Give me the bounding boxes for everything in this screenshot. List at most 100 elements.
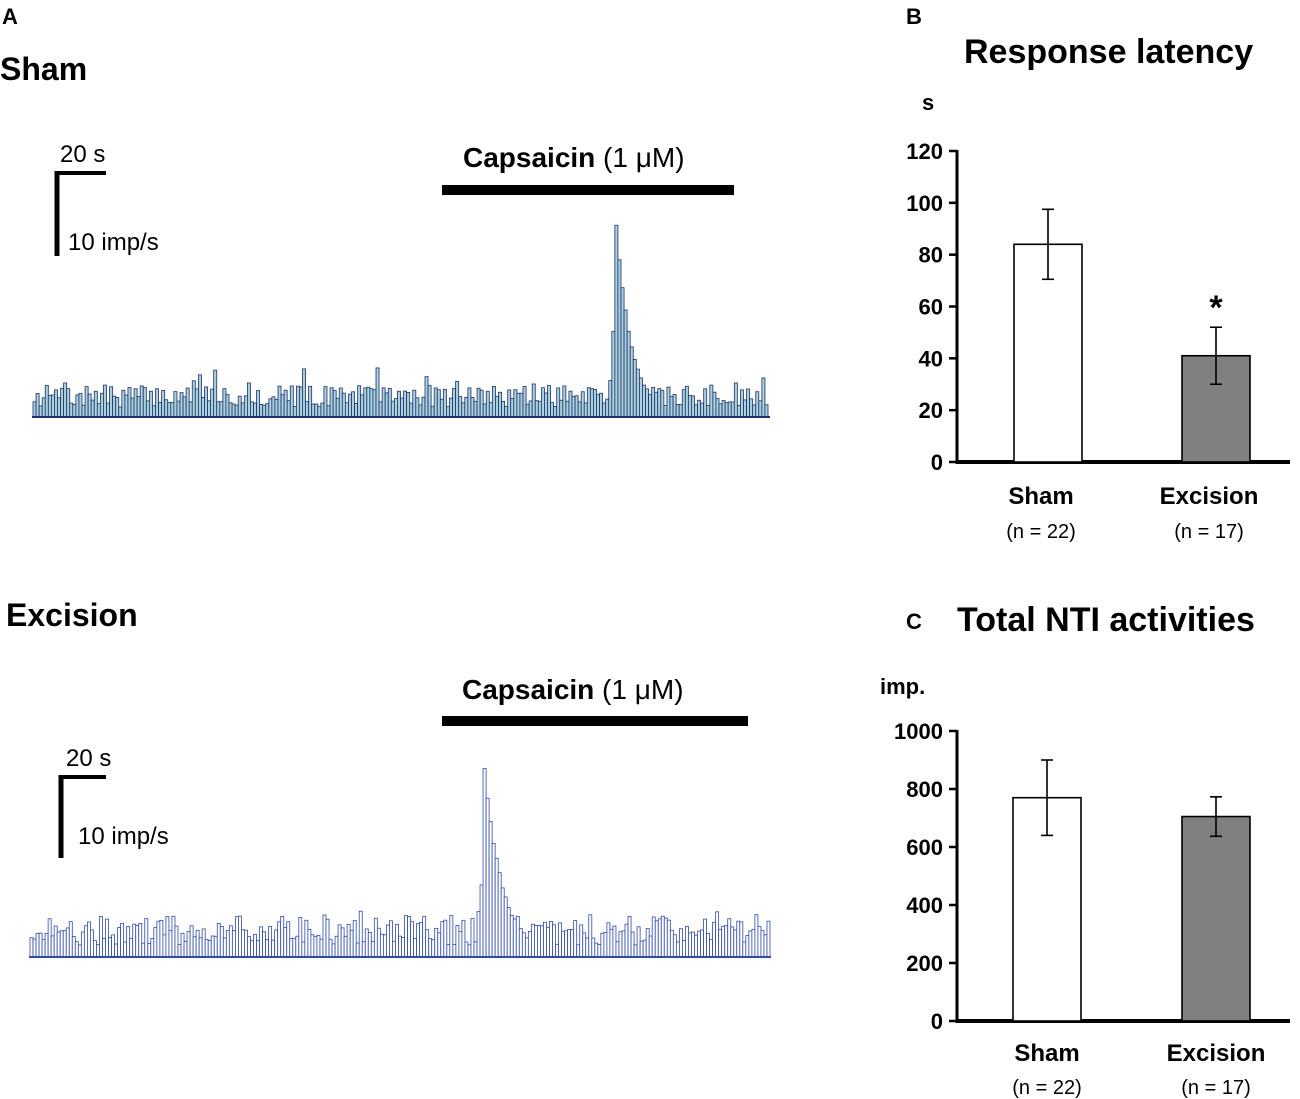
sham-trace-bin xyxy=(366,386,371,418)
excision-trace-bin xyxy=(298,917,303,958)
excision-trace-bin xyxy=(186,931,191,958)
excision-trace-bin xyxy=(682,940,686,958)
sham-trace-bin xyxy=(491,386,496,418)
excision-trace-bin xyxy=(600,932,605,958)
sham-trace-bin xyxy=(617,259,622,418)
excision-trace-bin xyxy=(108,937,112,958)
excision-trace-bin xyxy=(361,941,366,958)
sham-trace-bin xyxy=(44,384,49,418)
sham-trace-bin xyxy=(317,405,322,418)
excision-trace-bin xyxy=(159,919,164,958)
sham-trace-bin xyxy=(69,402,74,418)
excision-trace-bin xyxy=(171,915,176,958)
excision-trace-bin xyxy=(280,915,285,958)
excision-scale-bar: 20 s 10 imp/s xyxy=(58,745,169,858)
excision-trace-bin xyxy=(651,916,656,958)
excision-stimulus-bar xyxy=(442,716,748,726)
chart-c-title: Total NTI activities xyxy=(957,601,1255,639)
excision-trace-bin xyxy=(174,925,179,958)
excision-trace-bin xyxy=(373,917,378,958)
excision-trace-bin xyxy=(537,925,541,958)
sham-trace-bin xyxy=(599,392,604,418)
sham-trace-bin xyxy=(121,389,126,418)
sham-trace-bin xyxy=(605,398,610,418)
excision-trace-bin xyxy=(241,929,245,958)
sham-trace-bin xyxy=(295,385,300,418)
sham-trace-bin xyxy=(148,390,153,418)
excision-trace-bin xyxy=(165,916,170,958)
excision-trace-bin xyxy=(364,928,369,958)
excision-scale-rate-label: 10 imp/s xyxy=(78,823,169,850)
sham-trace-bin xyxy=(436,389,441,418)
sham-trace-bin xyxy=(528,400,533,418)
sham-trace-bin xyxy=(372,389,377,418)
sham-trace-bin xyxy=(593,388,597,418)
sham-trace-bin xyxy=(666,386,671,418)
sham-trace-bin xyxy=(736,404,741,418)
excision-trace-bin xyxy=(328,938,333,958)
excision-trace-bin xyxy=(316,934,321,958)
excision-trace-bin xyxy=(648,935,653,958)
chart-b-bar-sham xyxy=(1013,243,1083,463)
excision-trace-bin xyxy=(379,933,384,958)
excision-trace-bin xyxy=(645,928,650,958)
excision-trace-bin xyxy=(763,934,768,958)
excision-trace-bin xyxy=(618,931,623,958)
excision-trace-bin xyxy=(395,924,399,958)
excision-trace-bin xyxy=(730,926,735,958)
chart-b-significance-marker: * xyxy=(1209,289,1223,327)
excision-trace-bin xyxy=(286,921,291,958)
sham-trace-title: Sham xyxy=(0,51,87,87)
sham-trace-bin xyxy=(684,385,689,418)
sham-trace-bin xyxy=(323,386,328,418)
excision-trace-bin xyxy=(295,935,300,958)
excision-trace-bin xyxy=(32,938,37,958)
sham-trace-bin xyxy=(222,388,227,418)
excision-trace-bin xyxy=(189,925,194,958)
sham-trace-bin xyxy=(727,401,732,418)
chart-c-n-label: (n = 22) xyxy=(1012,1077,1081,1099)
sham-trace-bin xyxy=(467,387,472,418)
excision-trace-bin xyxy=(331,943,336,958)
excision-trace-bin xyxy=(712,921,717,958)
excision-trace-bin xyxy=(555,943,559,958)
excision-trace-bin xyxy=(132,923,137,958)
sham-trace-bin xyxy=(326,405,331,418)
excision-trace-bin xyxy=(639,940,644,958)
excision-trace-bin xyxy=(135,925,140,958)
sham-trace-bin xyxy=(393,398,398,418)
excision-trace-bin xyxy=(512,918,517,958)
sham-trace-bin xyxy=(115,397,120,418)
excision-trace-bin xyxy=(518,928,523,958)
sham-trace-bin xyxy=(651,387,656,418)
sham-trace-bin xyxy=(635,368,640,418)
excision-trace-bin xyxy=(727,918,732,958)
excision-trace-bin xyxy=(222,937,227,958)
excision-trace-bin xyxy=(310,934,315,958)
excision-trace-bin xyxy=(144,918,149,958)
sham-trace-bin xyxy=(66,388,71,418)
sham-trace-bin xyxy=(712,391,717,418)
sham-trace-bin xyxy=(681,389,686,418)
excision-trace-bin xyxy=(228,925,233,958)
sham-trace-bin xyxy=(424,376,429,418)
chart-b-category-label: Sham xyxy=(1008,483,1073,510)
excision-trace-bin xyxy=(482,768,487,958)
excision-trace-bin xyxy=(259,926,263,958)
sham-trace-bin xyxy=(173,391,178,418)
excision-trace-bin xyxy=(654,920,659,958)
response-latency-chart: B Response latency s 0 20 40 60 80 100 120 Sham… xyxy=(906,4,1290,543)
sham-trace-bin xyxy=(250,401,254,418)
sham-trace-bin xyxy=(446,406,450,418)
excision-trace-bin xyxy=(736,920,741,958)
sham-trace-bin xyxy=(678,404,683,418)
excision-trace-bin xyxy=(428,938,433,958)
excision-trace-bin xyxy=(751,929,756,958)
excision-trace-bin xyxy=(621,930,626,958)
sham-trace-bin xyxy=(433,387,438,418)
sham-trace-bin xyxy=(197,374,202,418)
sham-trace-bin xyxy=(718,403,723,418)
excision-trace-bin xyxy=(244,929,248,958)
excision-trace-bin xyxy=(709,939,714,958)
sham-trace-bin xyxy=(338,387,343,418)
